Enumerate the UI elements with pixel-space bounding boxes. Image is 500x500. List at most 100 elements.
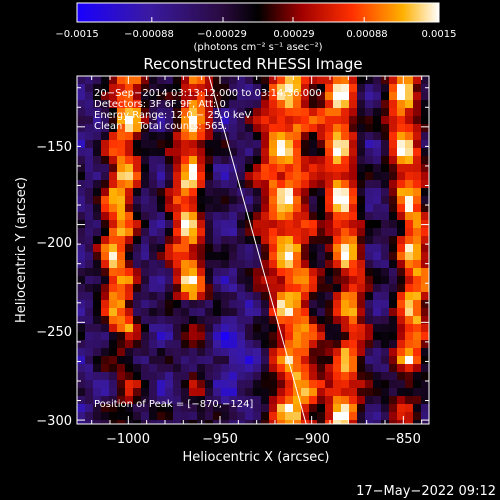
heatmap-cell — [141, 284, 149, 292]
heatmap-cell — [197, 220, 205, 228]
heatmap-cell — [197, 412, 205, 420]
heatmap-cell — [317, 244, 325, 252]
heatmap-cell — [77, 252, 85, 260]
heatmap-cell — [341, 156, 349, 164]
heatmap-cell — [101, 244, 109, 252]
heatmap-cell — [157, 156, 165, 164]
heatmap-cell — [77, 148, 85, 156]
heatmap-cell — [405, 164, 413, 172]
heatmap-cell — [341, 340, 349, 348]
heatmap-cell — [269, 228, 277, 236]
heatmap-cell — [117, 220, 125, 228]
heatmap-cell — [93, 308, 101, 316]
heatmap-cell — [285, 220, 293, 228]
heatmap-cell — [133, 92, 141, 100]
heatmap-cell — [157, 292, 165, 300]
heatmap-cell — [189, 204, 197, 212]
heatmap-cell — [173, 180, 181, 188]
heatmap-cell — [405, 372, 413, 380]
heatmap-cell — [269, 380, 277, 388]
heatmap-cell — [221, 236, 229, 244]
heatmap-cell — [293, 204, 301, 212]
heatmap-cell — [245, 348, 253, 356]
heatmap-cell — [181, 148, 189, 156]
heatmap-cell — [125, 84, 133, 92]
heatmap-cell — [213, 156, 221, 164]
heatmap-cell — [325, 228, 333, 236]
heatmap-cell — [285, 372, 293, 380]
heatmap-cell — [189, 252, 197, 260]
heatmap-cell — [349, 284, 357, 292]
colorbar-tick-labels: −0.0015 −0.00088 −0.00029 0.00029 0.0008… — [55, 29, 456, 40]
heatmap-cell — [245, 132, 253, 140]
heatmap-cell — [389, 300, 397, 308]
heatmap-cell — [269, 116, 277, 124]
heatmap-cell — [357, 92, 365, 100]
heatmap-cell — [93, 356, 101, 364]
heatmap-cell — [109, 164, 117, 172]
heatmap-cell — [349, 228, 357, 236]
heatmap-cell — [117, 396, 125, 404]
heatmap-cell — [277, 396, 285, 404]
heatmap-cell — [149, 396, 157, 404]
heatmap-cell — [197, 308, 205, 316]
heatmap-cell — [261, 412, 269, 420]
heatmap-cell — [173, 172, 181, 180]
heatmap-cell — [389, 292, 397, 300]
heatmap-cell — [293, 404, 301, 412]
heatmap-cell — [405, 180, 413, 188]
heatmap-cell — [389, 188, 397, 196]
heatmap-cell — [173, 388, 181, 396]
heatmap-cell — [197, 340, 205, 348]
heatmap-cell — [221, 380, 229, 388]
heatmap-cell — [77, 76, 85, 84]
heatmap-cell — [261, 156, 269, 164]
heatmap-cell — [269, 268, 277, 276]
heatmap-cell — [213, 340, 221, 348]
heatmap-cell — [333, 396, 341, 404]
heatmap-cell — [309, 284, 317, 292]
heatmap-cell — [205, 340, 213, 348]
heatmap-cell — [133, 260, 141, 268]
heatmap-cell — [173, 76, 181, 84]
heatmap-cell — [77, 276, 85, 284]
heatmap-cell — [117, 420, 125, 424]
heatmap-cell — [197, 116, 205, 124]
heatmap-cell — [349, 244, 357, 252]
heatmap-cell — [309, 196, 317, 204]
heatmap-cell — [229, 92, 237, 100]
heatmap-cell — [309, 228, 317, 236]
heatmap-cell — [141, 132, 149, 140]
heatmap-cell — [157, 196, 165, 204]
heatmap-cell — [301, 124, 309, 132]
heatmap-cell — [341, 316, 349, 324]
heatmap-cell — [77, 108, 85, 116]
heatmap-cell — [381, 308, 389, 316]
heatmap-cell — [269, 412, 277, 420]
heatmap-cell — [365, 228, 373, 236]
heatmap-cell — [173, 84, 181, 92]
heatmap-cell — [269, 396, 277, 404]
heatmap-cell — [213, 220, 221, 228]
heatmap-cell — [221, 292, 229, 300]
heatmap-cell — [205, 196, 213, 204]
heatmap-cell — [237, 196, 245, 204]
heatmap-cell — [357, 404, 365, 412]
heatmap-cell — [229, 324, 237, 332]
heatmap-cell — [413, 404, 421, 412]
heatmap-cell — [253, 188, 261, 196]
heatmap-cell — [309, 308, 317, 316]
heatmap-cell — [117, 412, 125, 420]
heatmap-cell — [189, 356, 197, 364]
heatmap-cell — [125, 284, 133, 292]
heatmap-cell — [325, 364, 333, 372]
heatmap-cell — [261, 292, 269, 300]
heatmap-cell — [301, 172, 309, 180]
heatmap-cell — [277, 252, 285, 260]
heatmap-cell — [349, 236, 357, 244]
annotation-counts: Clean Total counts: 565. — [94, 121, 227, 132]
heatmap-cell — [253, 140, 261, 148]
heatmap-cell — [253, 236, 261, 244]
heatmap-cell — [333, 76, 341, 84]
heatmap-cell — [261, 364, 269, 372]
